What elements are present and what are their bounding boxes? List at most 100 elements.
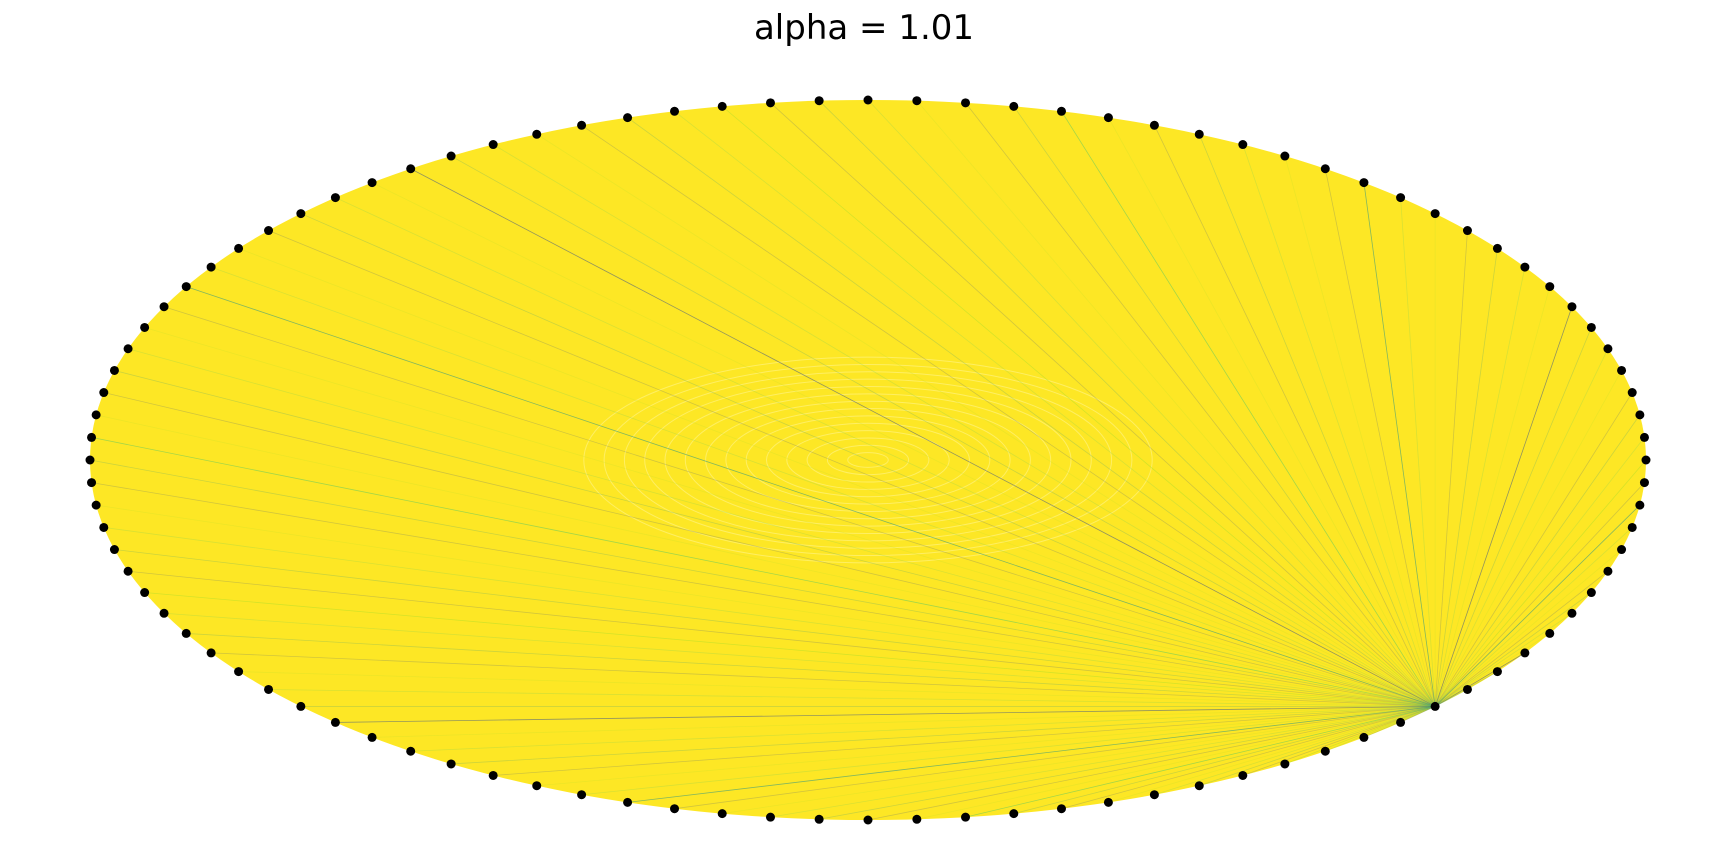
graph-node	[912, 814, 922, 824]
graph-node	[99, 388, 109, 398]
hub-edge	[1434, 286, 1551, 707]
hub-edge	[916, 706, 1436, 820]
hub-edge	[127, 348, 1436, 707]
graph-node	[1280, 151, 1290, 161]
hub-edge	[1061, 706, 1436, 810]
edge-texture-ring	[745, 415, 991, 505]
hub-edge	[721, 106, 1436, 707]
graph-node	[532, 129, 542, 139]
hub-edge	[627, 117, 1436, 707]
graph-node	[765, 812, 775, 822]
graph-node	[1462, 684, 1472, 694]
hub-edge	[371, 182, 1436, 707]
graph-node	[1238, 140, 1248, 150]
hub-edge	[164, 612, 1436, 707]
graph-node	[181, 282, 191, 292]
hub-edge	[1434, 414, 1641, 707]
hub-edge	[581, 706, 1436, 796]
graph-node	[717, 101, 727, 111]
graph-node	[85, 455, 95, 465]
graph-node	[123, 566, 133, 576]
hub-edge	[451, 706, 1436, 765]
graph-node	[206, 648, 216, 658]
graph-node	[814, 96, 824, 106]
graph-node	[1359, 178, 1369, 188]
hub-edge	[722, 706, 1436, 815]
hub-edge	[867, 706, 1436, 821]
hub-edge	[1434, 570, 1609, 707]
graph-node	[1359, 732, 1369, 742]
graph-node	[234, 667, 244, 677]
hub-edge	[965, 706, 1436, 818]
hub-edge	[1434, 633, 1550, 707]
edge-layer	[89, 99, 1647, 821]
graph-node	[1545, 282, 1555, 292]
graph-node	[1194, 781, 1204, 791]
graph-node	[1635, 500, 1645, 510]
hub-edge	[1061, 111, 1436, 707]
hub-edge	[1199, 706, 1436, 787]
edge-texture-ring	[644, 378, 1092, 542]
hub-edge	[1242, 144, 1436, 707]
hub-edge	[211, 652, 1436, 707]
graph-node	[1320, 746, 1330, 756]
graph-node	[1586, 322, 1596, 332]
hub-edge	[163, 306, 1436, 707]
hub-edge	[1434, 459, 1647, 707]
graph-node	[488, 770, 498, 780]
hub-edge	[210, 266, 1436, 707]
graph-node	[159, 302, 169, 312]
graph-node	[1635, 410, 1645, 420]
graph-node	[623, 113, 633, 123]
hub-edge	[627, 706, 1436, 803]
graph-node	[1238, 770, 1248, 780]
graph-node	[1603, 344, 1613, 354]
graph-node	[488, 140, 498, 150]
hub-edge	[1434, 370, 1622, 707]
node-layer	[85, 95, 1651, 825]
graph-node	[1009, 101, 1019, 111]
hub-edge	[1434, 392, 1633, 707]
hub-edge	[492, 144, 1436, 707]
graph-node	[717, 809, 727, 819]
graph-node	[1149, 120, 1159, 130]
hub-edge	[581, 124, 1436, 707]
graph-node	[1603, 566, 1613, 576]
hub-edge	[867, 99, 1436, 707]
hub-edge	[96, 414, 1436, 707]
hub-edge	[1013, 706, 1436, 815]
edge-texture-ring	[847, 452, 889, 468]
graph-node	[1639, 478, 1649, 488]
graph-node	[264, 684, 274, 694]
graph-node	[1586, 588, 1596, 598]
hub-edge	[770, 706, 1436, 818]
graph-node	[109, 545, 119, 555]
edge-texture-ring	[664, 386, 1072, 534]
edge-texture-ring	[786, 430, 950, 490]
graph-node	[406, 164, 416, 174]
graph-node	[140, 588, 150, 598]
hub-edge	[1434, 437, 1645, 707]
graph-node	[863, 815, 873, 825]
hub-edge	[144, 327, 1436, 707]
edge-texture-ring	[684, 393, 1052, 527]
graph-node	[1280, 759, 1290, 769]
graph-node	[1430, 209, 1440, 219]
hub-edge	[965, 102, 1436, 707]
hub-edge	[493, 706, 1436, 776]
graph-node	[1103, 797, 1113, 807]
graph-node	[367, 732, 377, 742]
edge-texture-ring	[583, 356, 1153, 564]
hub-edge	[103, 527, 1436, 707]
hub-edge	[1154, 706, 1436, 796]
graph-node	[1520, 262, 1530, 272]
graph-node	[330, 717, 340, 727]
hub-edge	[1434, 527, 1633, 707]
graph-node	[1149, 790, 1159, 800]
hub-edge	[114, 370, 1436, 707]
graph-node	[330, 193, 340, 203]
edge-texture-ring	[766, 422, 970, 498]
graph-node	[446, 151, 456, 161]
hub-edge	[1434, 612, 1573, 707]
